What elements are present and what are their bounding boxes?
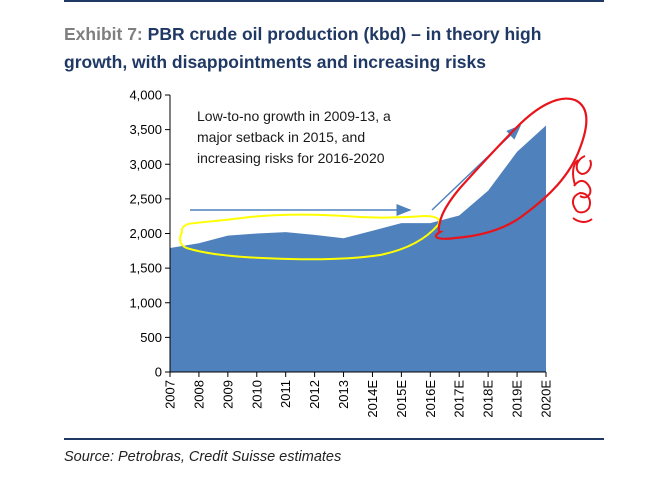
y-tick-label: 500 xyxy=(140,330,162,345)
x-tick-label: 2009 xyxy=(220,380,235,409)
x-tick-label: 2016E xyxy=(423,380,438,418)
chart-title: Exhibit 7: PBR crude oil production (kbd… xyxy=(64,20,624,76)
x-tick-label: 2012 xyxy=(307,380,322,409)
y-tick-label: 3,500 xyxy=(129,122,162,137)
exhibit-label: Exhibit 7: xyxy=(64,24,143,44)
annotation-line-2: major setback in 2015, and xyxy=(197,129,365,145)
annotation-line-1: Low-to-no growth in 2009-13, a xyxy=(197,108,391,124)
y-tick-label: 1,000 xyxy=(129,295,162,310)
y-tick-label: 3,000 xyxy=(129,157,162,172)
y-tick-label: 2,000 xyxy=(129,226,162,241)
x-tick-label: 2020E xyxy=(539,380,554,418)
x-tick-label: 2018E xyxy=(481,380,496,418)
x-tick-label: 2019E xyxy=(510,380,525,418)
x-tick-label: 2014E xyxy=(365,380,380,418)
x-tick-label: 2015E xyxy=(394,380,409,418)
source-note: Source: Petrobras, Credit Suisse estimat… xyxy=(64,449,342,465)
title-line-1: PBR crude oil production (kbd) – in theo… xyxy=(147,24,542,44)
title-line-2: growth, with disappointments and increas… xyxy=(64,52,487,72)
annotation-line-3: increasing risks for 2016-2020 xyxy=(197,150,385,166)
bottom-rule xyxy=(64,438,604,440)
yellow-highlight-circle xyxy=(179,213,441,261)
y-tick-label: 4,000 xyxy=(129,88,162,103)
y-tick-label: 1,500 xyxy=(129,261,162,276)
x-tick-label: 2017E xyxy=(452,380,467,418)
x-tick-label: 2011 xyxy=(278,380,293,408)
x-tick-label: 2008 xyxy=(191,380,206,409)
x-tick-label: 2013 xyxy=(336,380,351,409)
red-highlight-circle xyxy=(434,97,588,240)
top-rule xyxy=(64,0,604,2)
red-handwritten-mark xyxy=(571,155,593,223)
production-area xyxy=(170,125,546,372)
x-tick-label: 2007 xyxy=(163,380,178,409)
y-tick-label: 2,500 xyxy=(129,191,162,206)
x-tick-label: 2010 xyxy=(249,380,264,409)
y-tick-label: 0 xyxy=(155,365,162,380)
